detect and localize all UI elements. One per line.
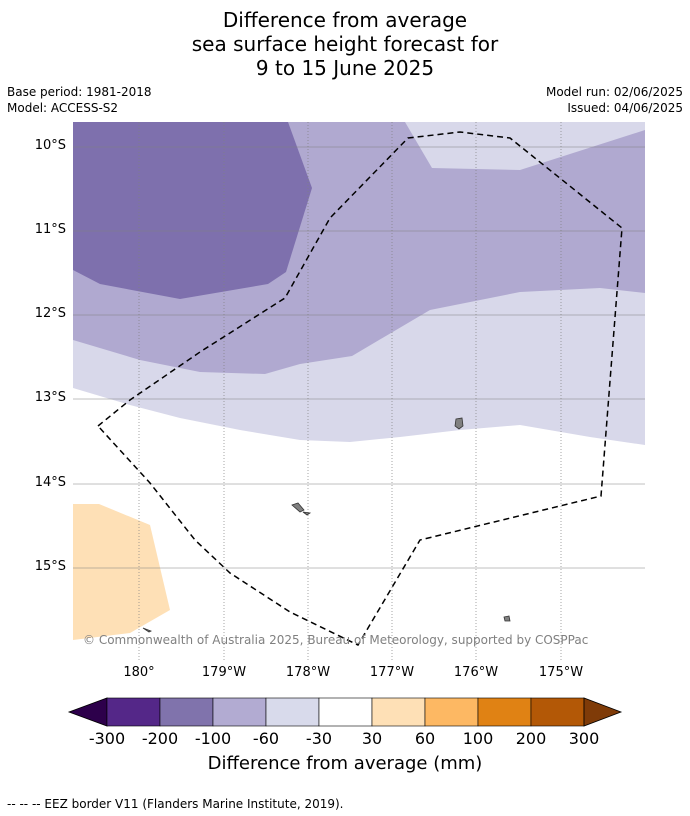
colorbar-tick-label: 300: [568, 729, 600, 748]
colorbar-swatch: [530, 697, 585, 727]
meta-left: Base period: 1981-2018 Model: ACCESS-S2: [7, 84, 152, 116]
island-wallis: [291, 502, 305, 513]
island-wallis-islet: [302, 511, 312, 516]
lat-tick-label: 15°S: [34, 559, 66, 574]
lon-tick-label: 179°W: [201, 665, 247, 680]
island-niuafoou: [503, 615, 511, 622]
colorbar-tick-label: 100: [462, 729, 494, 748]
colorbar-tick-label: 60: [414, 729, 436, 748]
colorbar-tick-label: -300: [88, 729, 126, 748]
colorbar-swatch: [424, 697, 479, 727]
colorbar-tick-label: -100: [194, 729, 232, 748]
colorbar-tick-label: -60: [252, 729, 280, 748]
issued-date: Issued: 04/06/2025: [567, 101, 683, 115]
copyright-notice: © Commonwealth of Australia 2025, Bureau…: [83, 633, 589, 647]
model-run: Model run: 02/06/2025: [545, 85, 683, 99]
lat-tick-label: 11°S: [34, 222, 66, 237]
anomaly-band-30-60: [73, 504, 170, 640]
map-layers: [73, 122, 645, 660]
island-futuna: [142, 627, 152, 633]
eez-legend-note: -- -- -- EEZ border V11 (Flanders Marine…: [7, 797, 344, 811]
model-name: Model: ACCESS-S2: [7, 101, 119, 115]
colorbar-swatch: [212, 697, 267, 727]
meta-right: Model run: 02/06/2025 Issued: 04/06/2025: [546, 84, 683, 116]
lon-tick-label: 175°W: [538, 665, 584, 680]
gridlines: [73, 122, 645, 660]
colorbar-extend-high: [583, 697, 623, 727]
lat-tick-label: 14°S: [34, 475, 66, 490]
base-period: Base period: 1981-2018: [7, 85, 152, 99]
colorbar-swatch: [318, 697, 373, 727]
lon-tick-label: 176°W: [453, 665, 499, 680]
title-line-2: sea surface height forecast for: [191, 32, 499, 56]
lat-tick-label: 12°S: [34, 306, 66, 321]
colorbar-swatch: [371, 697, 426, 727]
anomaly-band-200-100: [73, 122, 312, 299]
islands: [142, 417, 511, 633]
colorbar-swatch: [159, 697, 214, 727]
lat-tick-label: 10°S: [34, 138, 66, 153]
colorbar-title: Difference from average (mm): [207, 753, 483, 774]
lon-tick-label: 177°W: [369, 665, 415, 680]
title-line-1: Difference from average: [222, 8, 468, 32]
colorbar-tick-label: -200: [141, 729, 179, 748]
colorbar: [67, 697, 623, 727]
colorbar-tick-label: 30: [361, 729, 383, 748]
lon-tick-label: 178°W: [285, 665, 331, 680]
island-niuatoputapu: [454, 417, 464, 430]
colorbar-swatch: [265, 697, 320, 727]
lon-tick-label: 180°: [123, 665, 155, 680]
eez-border: [96, 131, 623, 646]
colorbar-extend-low: [67, 697, 108, 727]
colorbar-swatch: [477, 697, 532, 727]
colorbar-tick-label: 200: [515, 729, 547, 748]
colorbar-tick-label: -30: [305, 729, 333, 748]
colorbar-swatch: [106, 697, 161, 727]
title-line-3: 9 to 15 June 2025: [255, 56, 435, 80]
lat-tick-label: 13°S: [34, 390, 66, 405]
map-title: Difference from average sea surface heig…: [0, 8, 690, 80]
